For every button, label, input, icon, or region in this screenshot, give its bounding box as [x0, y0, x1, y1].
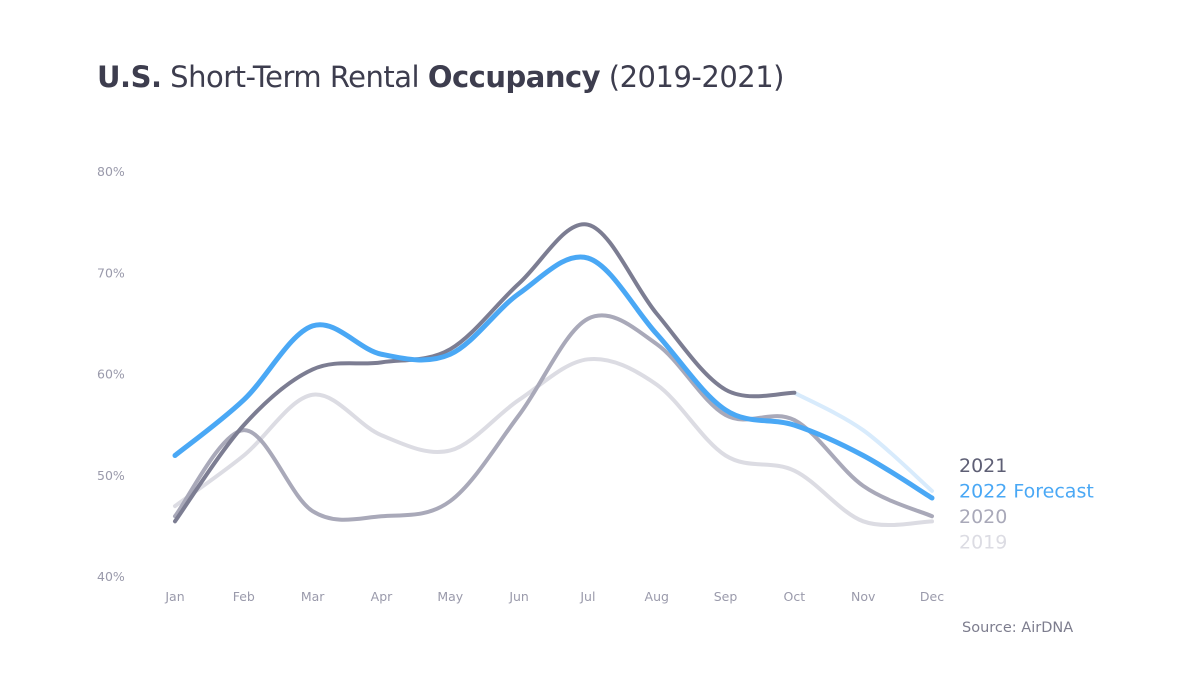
chart-title: U.S. Short-Term Rental Occupancy (2019-2…	[97, 60, 784, 94]
y-tick-label: 70%	[97, 265, 125, 280]
x-tick-label: Jun	[508, 589, 529, 604]
x-tick-label: Jan	[164, 589, 184, 604]
source-note: Source: AirDNA	[962, 620, 1074, 636]
series-line-2021-continuation	[792, 390, 934, 493]
x-tick-label: Aug	[645, 589, 669, 604]
series-line-2019	[173, 356, 934, 528]
x-tick-label: Jul	[579, 589, 595, 604]
legend-item-2019: 2019	[959, 532, 1007, 554]
y-tick-label: 40%	[97, 569, 125, 584]
title-occupancy: Occupancy	[427, 60, 601, 94]
title-us: U.S.	[97, 60, 162, 94]
y-tick-label: 60%	[97, 367, 125, 382]
title-years: (2019-2021)	[600, 60, 785, 94]
series-line-2022-forecast	[172, 254, 935, 501]
series-line-2020	[173, 313, 934, 522]
series-line-2021	[173, 222, 797, 524]
x-tick-label: Sep	[714, 589, 738, 604]
y-tick-label: 80%	[97, 164, 125, 179]
x-tick-label: Nov	[851, 589, 876, 604]
x-tick-label: Apr	[371, 589, 393, 604]
legend-item-2021: 2021	[959, 455, 1007, 477]
legend-item-2022-forecast: 2022 Forecast	[959, 481, 1094, 503]
y-tick-label: 50%	[97, 468, 125, 483]
x-tick-label: Feb	[233, 589, 255, 604]
x-tick-label: Oct	[784, 589, 806, 604]
legend-item-2020: 2020	[959, 506, 1007, 528]
x-tick-label: Dec	[920, 589, 944, 604]
x-tick-label: Mar	[301, 589, 325, 604]
title-text: Short-Term Rental	[161, 60, 428, 94]
x-tick-label: May	[437, 589, 463, 604]
